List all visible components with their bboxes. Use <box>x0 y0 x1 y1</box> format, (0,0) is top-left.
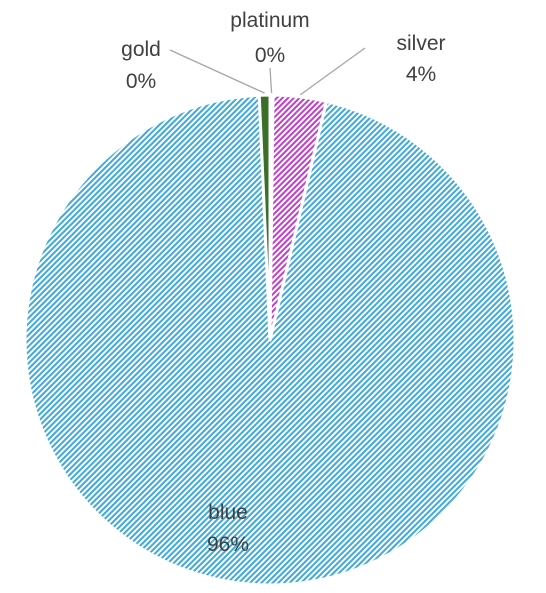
slice-label-silver: silver <box>396 32 445 55</box>
slice-label-blue: blue <box>208 501 248 524</box>
leader-lines-layer <box>169 47 366 96</box>
data-labels-layer: platinum 0% silver 4% gold 0% blue 96% <box>121 9 445 556</box>
pie-slice-gold <box>257 93 272 342</box>
slice-label-gold: gold <box>121 38 161 61</box>
slice-value-silver: 4% <box>406 63 436 86</box>
slices-layer <box>23 93 517 587</box>
slice-value-platinum: 0% <box>255 44 285 67</box>
slice-label-platinum: platinum <box>230 9 309 32</box>
slice-value-blue: 96% <box>207 533 249 556</box>
leader-line-gold <box>169 49 265 94</box>
slice-value-gold: 0% <box>126 70 156 93</box>
leader-line-silver <box>299 47 366 96</box>
leader-line-platinum <box>269 67 273 94</box>
